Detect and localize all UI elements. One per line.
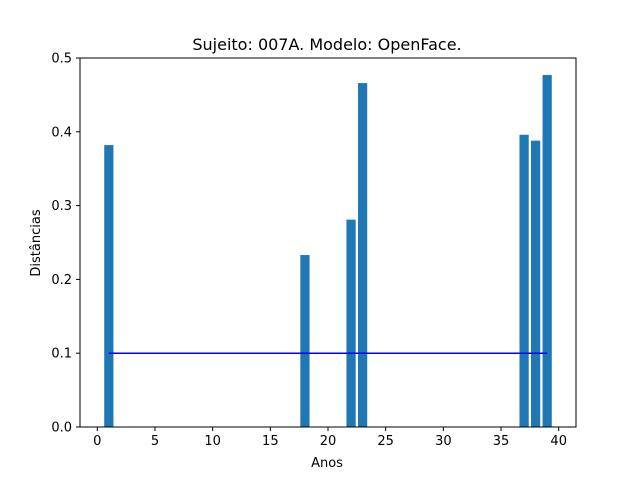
bar [357,83,368,427]
y-axis-ticks: 0.0 0.1 0.2 0.3 0.4 0.5 [51,52,80,436]
x-tick-label: 10 [204,434,221,449]
y-axis-label: Distâncias [29,209,44,276]
x-axis-ticks: 0 5 10 15 20 25 30 35 40 [93,427,567,449]
x-tick-label: 25 [377,434,394,449]
x-axis-label: Anos [311,456,343,471]
y-tick-label: 0.0 [51,421,72,436]
y-tick-label: 0.2 [51,273,72,288]
x-tick-label: 30 [435,434,452,449]
bars-group [104,74,552,428]
plot-frame [79,57,577,428]
bar [519,134,529,427]
y-tick-label: 0.4 [51,125,72,140]
x-tick-label: 15 [262,434,279,449]
y-tick-label: 0.1 [51,347,72,362]
x-tick-label: 35 [493,434,510,449]
y-tick-label: 0.3 [51,199,72,214]
bar [531,140,541,427]
x-tick-label: 0 [93,434,101,449]
x-tick-label: 40 [550,434,567,449]
bar [346,219,356,427]
y-tick-label: 0.5 [51,52,72,67]
bar [104,145,114,428]
bar [542,74,552,427]
bar [300,255,310,427]
chart-title: Sujeito: 007A. Modelo: OpenFace. [192,35,461,54]
x-tick-label: 5 [151,434,159,449]
x-tick-label: 20 [320,434,337,449]
